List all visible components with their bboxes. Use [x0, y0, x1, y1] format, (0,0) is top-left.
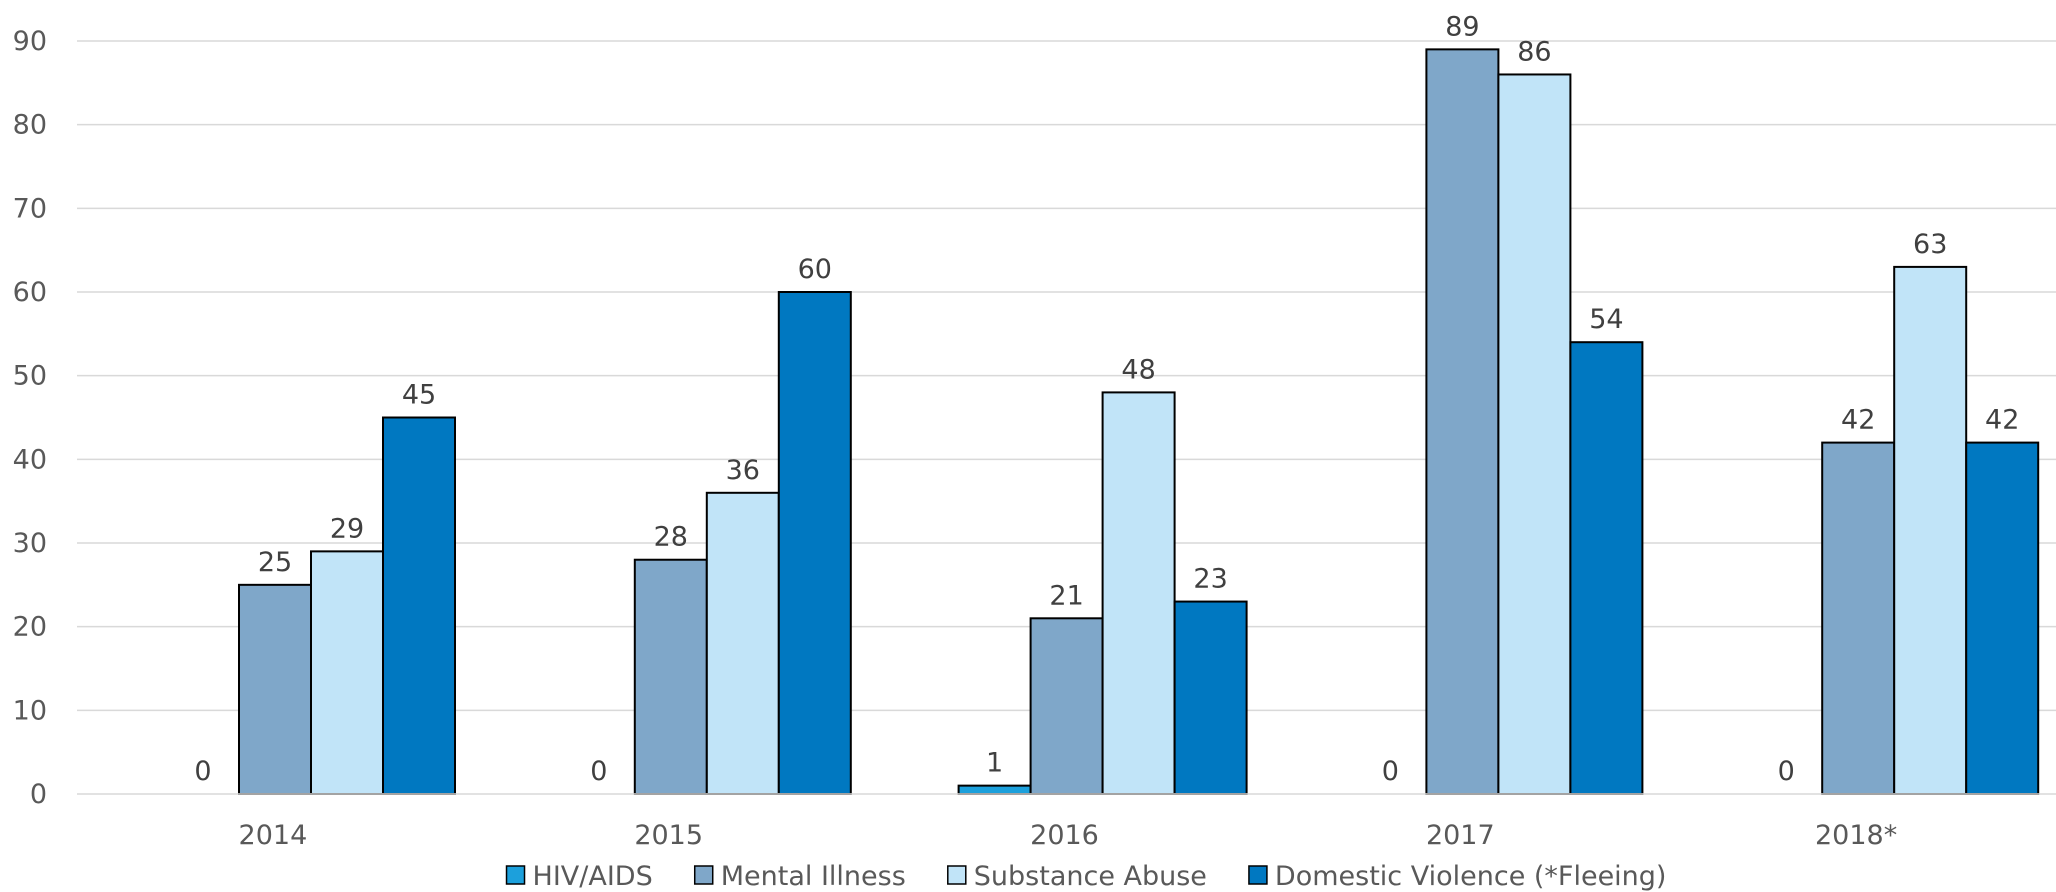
bar-substance-abuse-2014: [310, 550, 384, 795]
bar-mental-illness-2018: [1821, 441, 1896, 795]
bar-mental-illness-2016: [1029, 617, 1104, 795]
data-label-mental-illness-2016: 21: [1049, 580, 1083, 611]
data-label-mental-illness-2018: 42: [1841, 405, 1875, 436]
data-label-substance-abuse-2014: 29: [330, 513, 364, 544]
legend-item-mental-illness: Mental Illness: [693, 861, 906, 892]
bar-domestic-violence-fleeing-2016: [1173, 600, 1248, 795]
y-tick-label-90: 90: [13, 26, 47, 57]
y-tick-label-70: 70: [13, 193, 47, 224]
y-tick-label-50: 50: [13, 361, 47, 392]
data-label-hiv-aids-2014: 0: [194, 756, 211, 787]
data-label-mental-illness-2014: 25: [258, 547, 292, 578]
data-label-hiv-aids-2015: 0: [590, 756, 607, 787]
bar-domestic-violence-fleeing-2018: [1965, 441, 2040, 795]
bar-substance-abuse-2015: [705, 491, 780, 795]
y-tick-label-30: 30: [13, 528, 47, 559]
legend-swatch-substance-abuse: [947, 865, 967, 885]
y-tick-label-80: 80: [13, 110, 47, 141]
bar-substance-abuse-2018: [1893, 265, 1968, 795]
data-label-domestic-violence-fleeing-2015: 60: [798, 254, 832, 285]
legend-item-hiv-aids: HIV/AIDS: [505, 861, 653, 892]
legend-label-domestic-violence-fleeing: Domestic Violence (*Fleeing): [1275, 861, 1667, 892]
x-tick-label-2015: 2015: [634, 820, 703, 851]
x-axis-ticks: 2014 2015 2016 2017 2018*: [239, 820, 1898, 851]
bar-mental-illness-2015: [633, 558, 708, 795]
bar-domestic-violence-fleeing-2015: [777, 291, 852, 795]
bars: [238, 48, 2040, 796]
y-tick-label-20: 20: [13, 612, 47, 643]
data-label-domestic-violence-fleeing-2014: 45: [402, 380, 436, 411]
x-tick-label-2018: 2018*: [1815, 820, 1897, 851]
legend-item-domestic-violence-fleeing: Domestic Violence (*Fleeing): [1248, 861, 1667, 892]
data-label-substance-abuse-2017: 86: [1517, 36, 1551, 67]
legend-item-substance-abuse: Substance Abuse: [947, 861, 1207, 892]
bar-substance-abuse-2016: [1101, 391, 1176, 795]
data-label-hiv-aids-2018: 0: [1778, 756, 1795, 787]
legend-swatch-mental-illness: [693, 865, 714, 885]
y-tick-label-0: 0: [30, 779, 47, 810]
y-tick-label-40: 40: [13, 444, 47, 475]
data-labels: 0 25 29 45 0 28 36 60 1 21 48 23 0 89 86 54 0 42 63 42: [194, 11, 2019, 787]
data-label-domestic-violence-fleeing-2016: 23: [1193, 564, 1227, 595]
legend-label-substance-abuse: Substance Abuse: [974, 861, 1207, 892]
x-tick-label-2016: 2016: [1030, 820, 1099, 851]
legend-label-mental-illness: Mental Illness: [721, 861, 906, 892]
data-label-mental-illness-2017: 89: [1445, 11, 1479, 42]
legend-swatch-domestic-violence-fleeing: [1248, 865, 1268, 885]
bar-hiv-aids-2016: [957, 784, 1032, 796]
bar-domestic-violence-fleeing-2017: [1569, 341, 1644, 795]
x-tick-label-2014: 2014: [239, 820, 308, 851]
data-label-domestic-violence-fleeing-2018: 42: [1985, 405, 2019, 436]
bar-mental-illness-2014: [238, 583, 312, 795]
legend-label-hiv-aids: HIV/AIDS: [533, 861, 653, 892]
y-tick-label-60: 60: [13, 277, 47, 308]
data-label-substance-abuse-2016: 48: [1121, 354, 1155, 385]
y-tick-label-10: 10: [13, 695, 47, 726]
data-label-domestic-violence-fleeing-2017: 54: [1589, 304, 1623, 335]
bar-domestic-violence-fleeing-2014: [382, 416, 456, 795]
bar-substance-abuse-2017: [1497, 73, 1572, 795]
y-axis-ticks: 0 10 20 30 40 50 60 70 80 90: [13, 26, 47, 810]
data-label-substance-abuse-2018: 63: [1913, 229, 1947, 260]
bar-mental-illness-2017: [1425, 48, 1500, 796]
data-label-hiv-aids-2016: 1: [986, 748, 1003, 779]
data-label-hiv-aids-2017: 0: [1382, 756, 1399, 787]
x-tick-label-2017: 2017: [1426, 820, 1495, 851]
legend: HIV/AIDS Mental Illness Substance Abuse Dom…: [505, 861, 1667, 892]
data-label-mental-illness-2015: 28: [654, 522, 688, 553]
data-label-substance-abuse-2015: 36: [726, 455, 760, 486]
legend-swatch-hiv-aids: [505, 865, 526, 885]
